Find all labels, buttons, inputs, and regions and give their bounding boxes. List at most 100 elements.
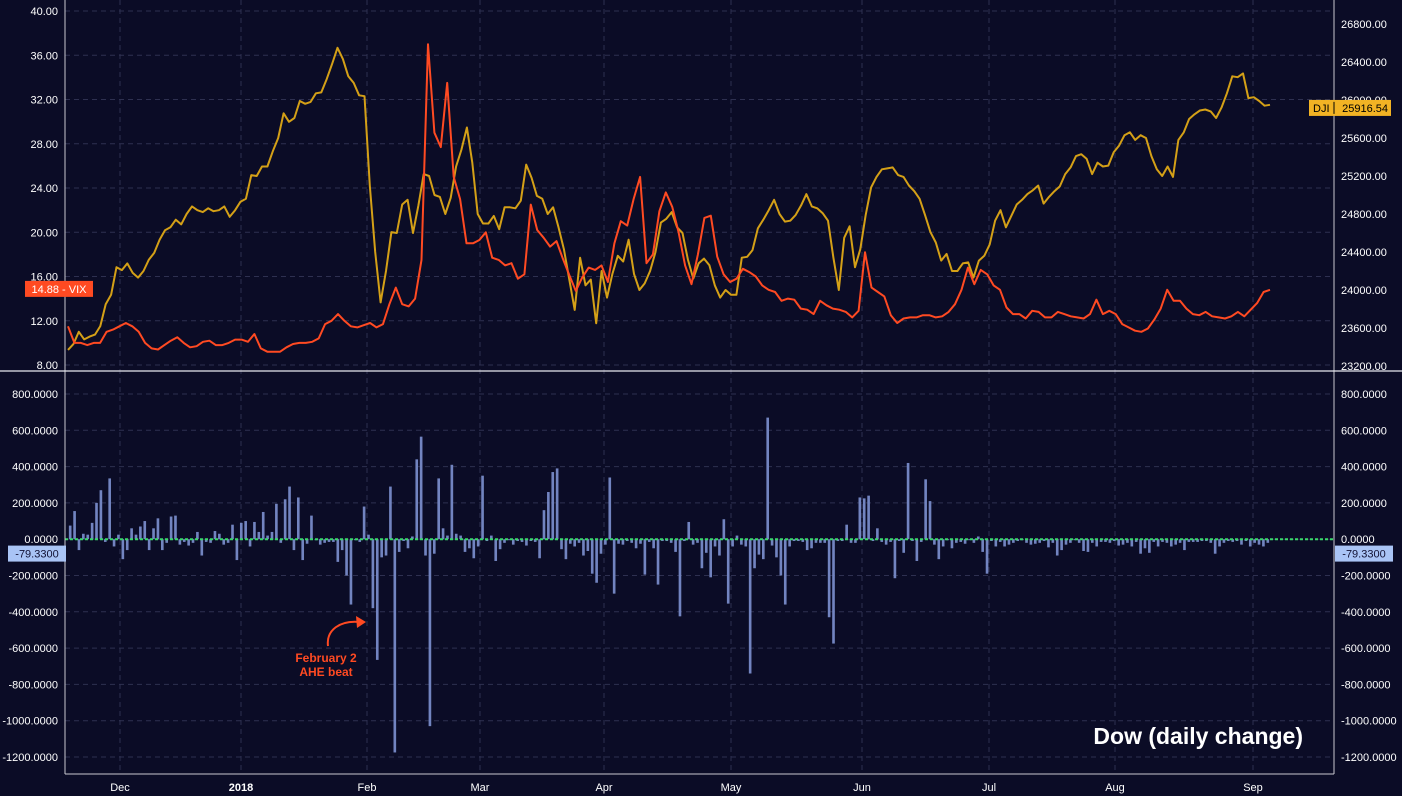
dow-bar: [937, 539, 941, 560]
dow-bar: [1064, 539, 1068, 545]
dow-bar: [1073, 539, 1077, 541]
dow-bar: [525, 539, 528, 546]
dow-bar: [933, 539, 936, 545]
left-tick-label: 600.0000: [12, 425, 58, 437]
dji-tag-name: DJI: [1313, 103, 1330, 115]
left-tick-label: 400.0000: [12, 462, 58, 474]
dji-tag-box: [1309, 99, 1391, 116]
dow-bar: [1266, 539, 1270, 543]
dow-bar: [823, 539, 827, 543]
dow-bar: [1003, 539, 1006, 547]
dow-bar: [902, 539, 906, 553]
dow-bar: [704, 539, 708, 553]
dow-bar: [757, 539, 761, 555]
dow-bar: [134, 534, 138, 540]
dow-bar: [270, 531, 274, 540]
dow-bar: [498, 539, 502, 550]
dow-bar: [156, 518, 160, 540]
dow-bar: [310, 515, 313, 540]
dow-bar: [1121, 539, 1125, 545]
dow-bar: [928, 501, 932, 540]
left-tick-label: 36.00: [30, 50, 58, 62]
dow-bar: [568, 539, 572, 544]
dow-bar: [384, 539, 388, 556]
right-tick-label: 24000.00: [1341, 285, 1387, 297]
dow-bar: [336, 539, 340, 562]
dow-bar: [731, 539, 734, 547]
dow-bar: [472, 539, 476, 559]
dow-bar: [709, 539, 712, 578]
dow-bar: [713, 539, 717, 547]
x-tick-label: 2018: [229, 782, 253, 794]
dow-bar: [621, 539, 625, 545]
dow-bar: [560, 539, 563, 550]
right-tick-label: -800.0000: [1341, 679, 1391, 691]
annotation-line-2: AHE beat: [299, 665, 352, 679]
dow-bar: [805, 539, 809, 551]
dow-bar: [612, 539, 616, 594]
dow-bar: [288, 486, 291, 540]
dow-bar: [117, 534, 120, 540]
right-tick-label: 0.0000: [1341, 534, 1375, 546]
dow-bar: [253, 521, 256, 540]
dow-bar: [643, 539, 647, 575]
dow-bar: [1161, 539, 1164, 542]
dow-bar: [762, 539, 765, 560]
dow-bar: [924, 479, 927, 540]
dow-bar: [1143, 539, 1147, 549]
dow-bar: [814, 539, 818, 543]
dow-bar: [1152, 539, 1156, 542]
dow-bar: [266, 535, 269, 540]
dow-bar: [402, 539, 405, 542]
dow-bar: [972, 539, 976, 543]
dow-bar: [507, 539, 511, 541]
dow-bar: [630, 539, 634, 543]
x-tick-label: Jul: [982, 782, 996, 794]
right-tick-label: -600.0000: [1341, 643, 1391, 655]
dow-bar: [1086, 539, 1090, 552]
dow-bar: [1178, 539, 1182, 543]
left-tick-label: 28.00: [30, 139, 58, 151]
dow-bar: [90, 522, 94, 540]
dow-bar: [349, 539, 353, 605]
dji-tag-value: 25916.54: [1342, 103, 1388, 115]
dow-bar: [1156, 539, 1160, 547]
right-tick-label: 25200.00: [1341, 171, 1387, 183]
dow-bar: [687, 521, 691, 540]
left-tick-label: -1200.0000: [2, 752, 58, 764]
dow-bar: [1007, 539, 1011, 545]
dow-bar: [165, 539, 169, 543]
dow-bar: [691, 539, 695, 545]
dow-bar: [783, 539, 787, 605]
dow-bar: [432, 539, 436, 554]
dow-bar: [68, 525, 72, 540]
dow-bar: [766, 417, 770, 540]
dow-bar: [332, 539, 335, 542]
dow-bar: [450, 464, 454, 540]
left-tick-label: -1000.0000: [2, 716, 58, 728]
dow-bar: [459, 535, 462, 540]
left-tick-label: 12.00: [30, 316, 58, 328]
x-tick-label: Aug: [1105, 782, 1125, 794]
dow-bar: [86, 534, 90, 540]
dow-bar: [275, 503, 278, 540]
left-tick-label: 16.00: [30, 272, 58, 284]
price-lines: [67, 43, 1271, 353]
dow-bar: [218, 533, 221, 540]
series-line-vix: [67, 43, 1271, 353]
left-tick-label: 800.0000: [12, 389, 58, 401]
dow-bar: [375, 539, 379, 660]
dow-bar: [1038, 539, 1042, 543]
dow-bar: [1248, 539, 1252, 547]
dow-bar: [73, 511, 76, 540]
dow-bar: [1095, 539, 1099, 547]
dow-bar: [998, 539, 1002, 542]
dow-bar: [257, 531, 261, 540]
dow-bar: [1047, 539, 1050, 548]
dow-bar: [406, 539, 410, 549]
dow-bar: [490, 535, 493, 540]
dow-bar: [428, 539, 432, 727]
panel-title: Dow (daily change): [1093, 723, 1303, 749]
annotation-arrow: [326, 620, 361, 647]
dow-bar: [547, 492, 550, 540]
